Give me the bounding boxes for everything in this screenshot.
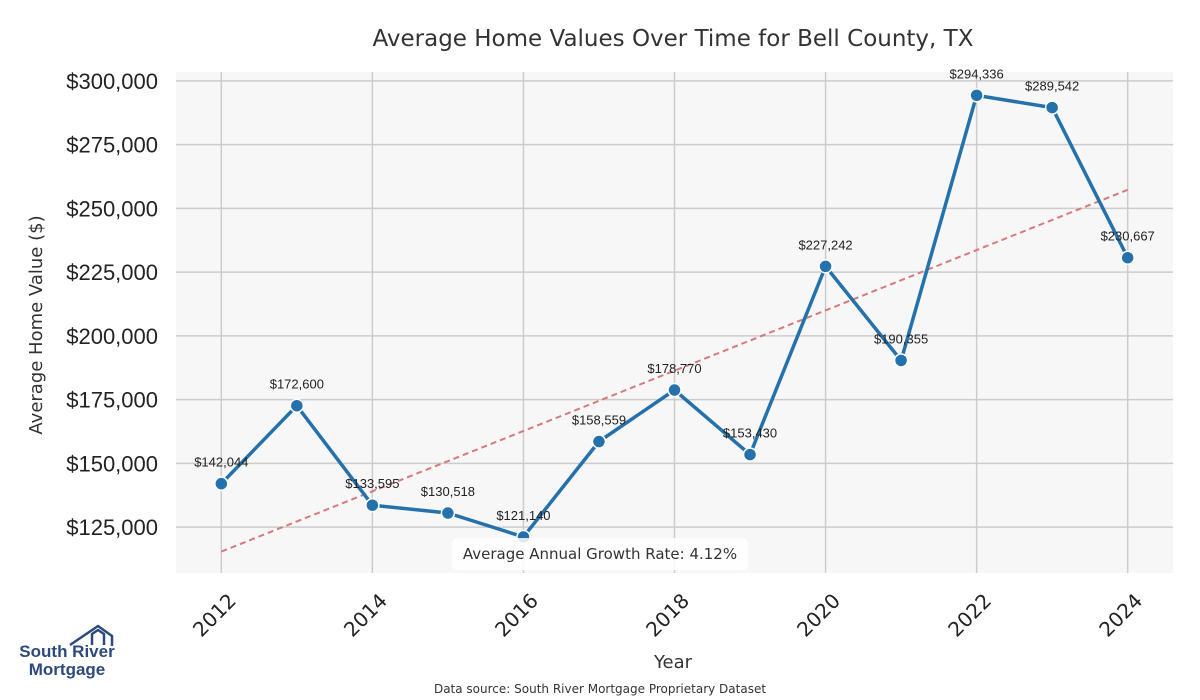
x-tick-label-2024: 2024 <box>1094 589 1147 642</box>
growth-rate-annotation: Average Annual Growth Rate: 4.12% <box>452 538 748 570</box>
logo-line-2: Mortgage <box>29 660 106 679</box>
data-point-2022 <box>969 88 984 103</box>
grid-lines <box>176 72 1173 573</box>
y-tick-label-2: $175,000 <box>66 388 158 413</box>
data-point-2024 <box>1120 250 1135 265</box>
data-point-2013 <box>289 398 305 413</box>
data-label-2023: $289,542 <box>1025 79 1079 94</box>
x-tick-label-2012: 2012 <box>188 589 241 642</box>
trend-line <box>220 188 1129 553</box>
data-label-2021: $190,355 <box>874 331 928 346</box>
data-point-2017 <box>591 434 607 449</box>
x-axis-label: Year <box>653 652 693 673</box>
data-label-2018: $178,770 <box>647 361 701 376</box>
data-label-2019: $153,430 <box>723 426 777 441</box>
data-point-2021 <box>893 353 909 368</box>
trend-line-group <box>220 188 1129 553</box>
y-tick-label-6: $275,000 <box>66 133 158 158</box>
data-point-2018 <box>667 382 682 398</box>
data-label-2016: $121,140 <box>496 508 550 523</box>
data-point-2014 <box>365 497 380 513</box>
y-tick-label-0: $125,000 <box>66 515 158 540</box>
annotation-text: Average Annual Growth Rate: 4.12% <box>463 545 737 563</box>
x-tick-label-2022: 2022 <box>943 589 996 642</box>
x-tick-labels: 2012 2014 2016 2018 2020 2022 2024 <box>188 589 1147 642</box>
data-label-2014: $133,595 <box>345 476 399 491</box>
data-point-2020 <box>818 259 833 274</box>
y-tick-label-4: $225,000 <box>66 260 158 285</box>
data-label-2024: $230,667 <box>1101 229 1155 244</box>
chart-title: Average Home Values Over Time for Bell C… <box>373 26 974 52</box>
house-roof-icon <box>69 624 114 647</box>
data-point-2019 <box>742 447 758 462</box>
y-axis-label: Average Home Value ($) <box>26 215 47 434</box>
y-tick-label-3: $200,000 <box>66 324 158 349</box>
data-labels: $142,044 $172,600 $133,595 $130,518 $121,140… <box>194 66 1155 523</box>
annotation-box <box>452 538 748 570</box>
logo-line-1: South River <box>19 642 115 661</box>
x-tick-label-2018: 2018 <box>641 589 694 642</box>
y-tick-labels: $125,000 $150,000 $175,000 $200,000 $225,000… <box>66 69 158 540</box>
y-tick-label-1: $150,000 <box>66 451 158 476</box>
data-point-2023 <box>1044 100 1060 115</box>
data-point-2012 <box>214 476 229 491</box>
x-tick-label-2016: 2016 <box>490 589 543 642</box>
data-label-2015: $130,518 <box>421 484 475 499</box>
company-logo: South River Mortgage <box>19 624 115 679</box>
y-tick-label-5: $250,000 <box>66 196 158 221</box>
data-label-2017: $158,559 <box>572 413 626 428</box>
data-label-2022: $294,336 <box>950 66 1004 81</box>
data-label-2020: $227,242 <box>798 237 852 252</box>
data-label-2013: $172,600 <box>270 377 324 392</box>
y-tick-label-7: $300,000 <box>66 69 158 94</box>
x-tick-label-2014: 2014 <box>339 589 392 642</box>
data-point-2015 <box>440 505 456 521</box>
x-tick-label-2020: 2020 <box>792 589 845 642</box>
data-source-note: Data source: South River Mortgage Propri… <box>434 682 766 696</box>
data-label-2012: $142,044 <box>194 455 248 470</box>
series-group <box>214 88 1135 545</box>
